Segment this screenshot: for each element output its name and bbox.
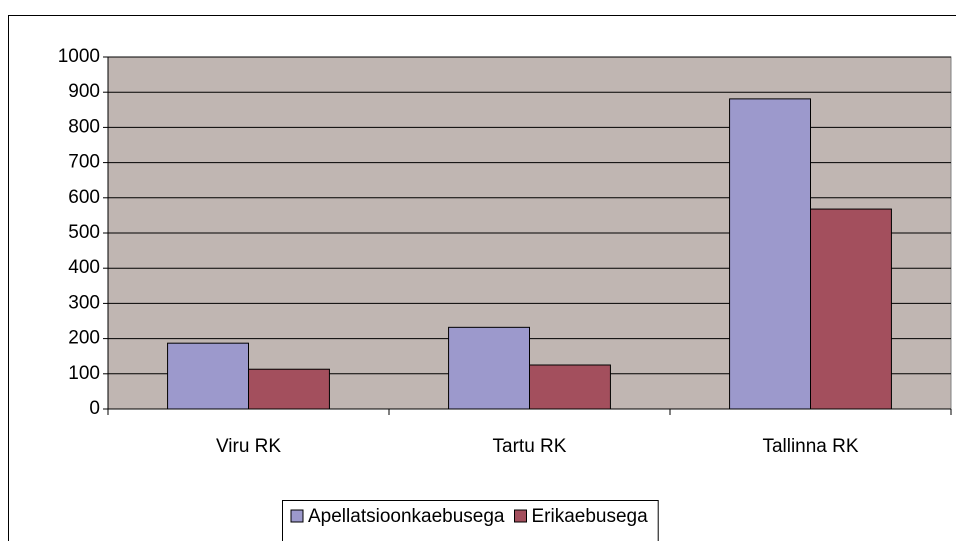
bar bbox=[529, 364, 611, 410]
y-tick-label: 800 bbox=[68, 116, 100, 137]
y-tick-label: 900 bbox=[68, 81, 100, 102]
bar bbox=[729, 98, 812, 410]
legend-box bbox=[282, 500, 659, 541]
legend-swatch bbox=[290, 509, 304, 523]
y-tick-label: 400 bbox=[68, 257, 100, 278]
legend-swatch bbox=[514, 509, 527, 523]
y-tick-label: 0 bbox=[89, 398, 100, 419]
y-tick-label: 500 bbox=[68, 222, 100, 243]
bar bbox=[448, 326, 530, 410]
y-tick-label: 200 bbox=[68, 328, 100, 349]
y-tick-label: 700 bbox=[68, 152, 100, 173]
x-tick-label: Tallinna RK bbox=[762, 436, 858, 457]
y-tick-label: 1000 bbox=[58, 46, 100, 67]
y-tick-label: 600 bbox=[68, 187, 100, 208]
legend-label: Erikaebusega bbox=[532, 506, 649, 527]
x-tick-label: Tartu RK bbox=[493, 436, 567, 457]
bar bbox=[248, 368, 330, 410]
bar bbox=[167, 342, 250, 410]
bar bbox=[810, 208, 892, 410]
x-tick-label: Viru RK bbox=[216, 436, 281, 457]
y-tick-label: 100 bbox=[68, 363, 100, 384]
y-tick-label: 300 bbox=[68, 292, 100, 313]
legend-label: Apellatsioonkaebusega bbox=[308, 506, 505, 527]
